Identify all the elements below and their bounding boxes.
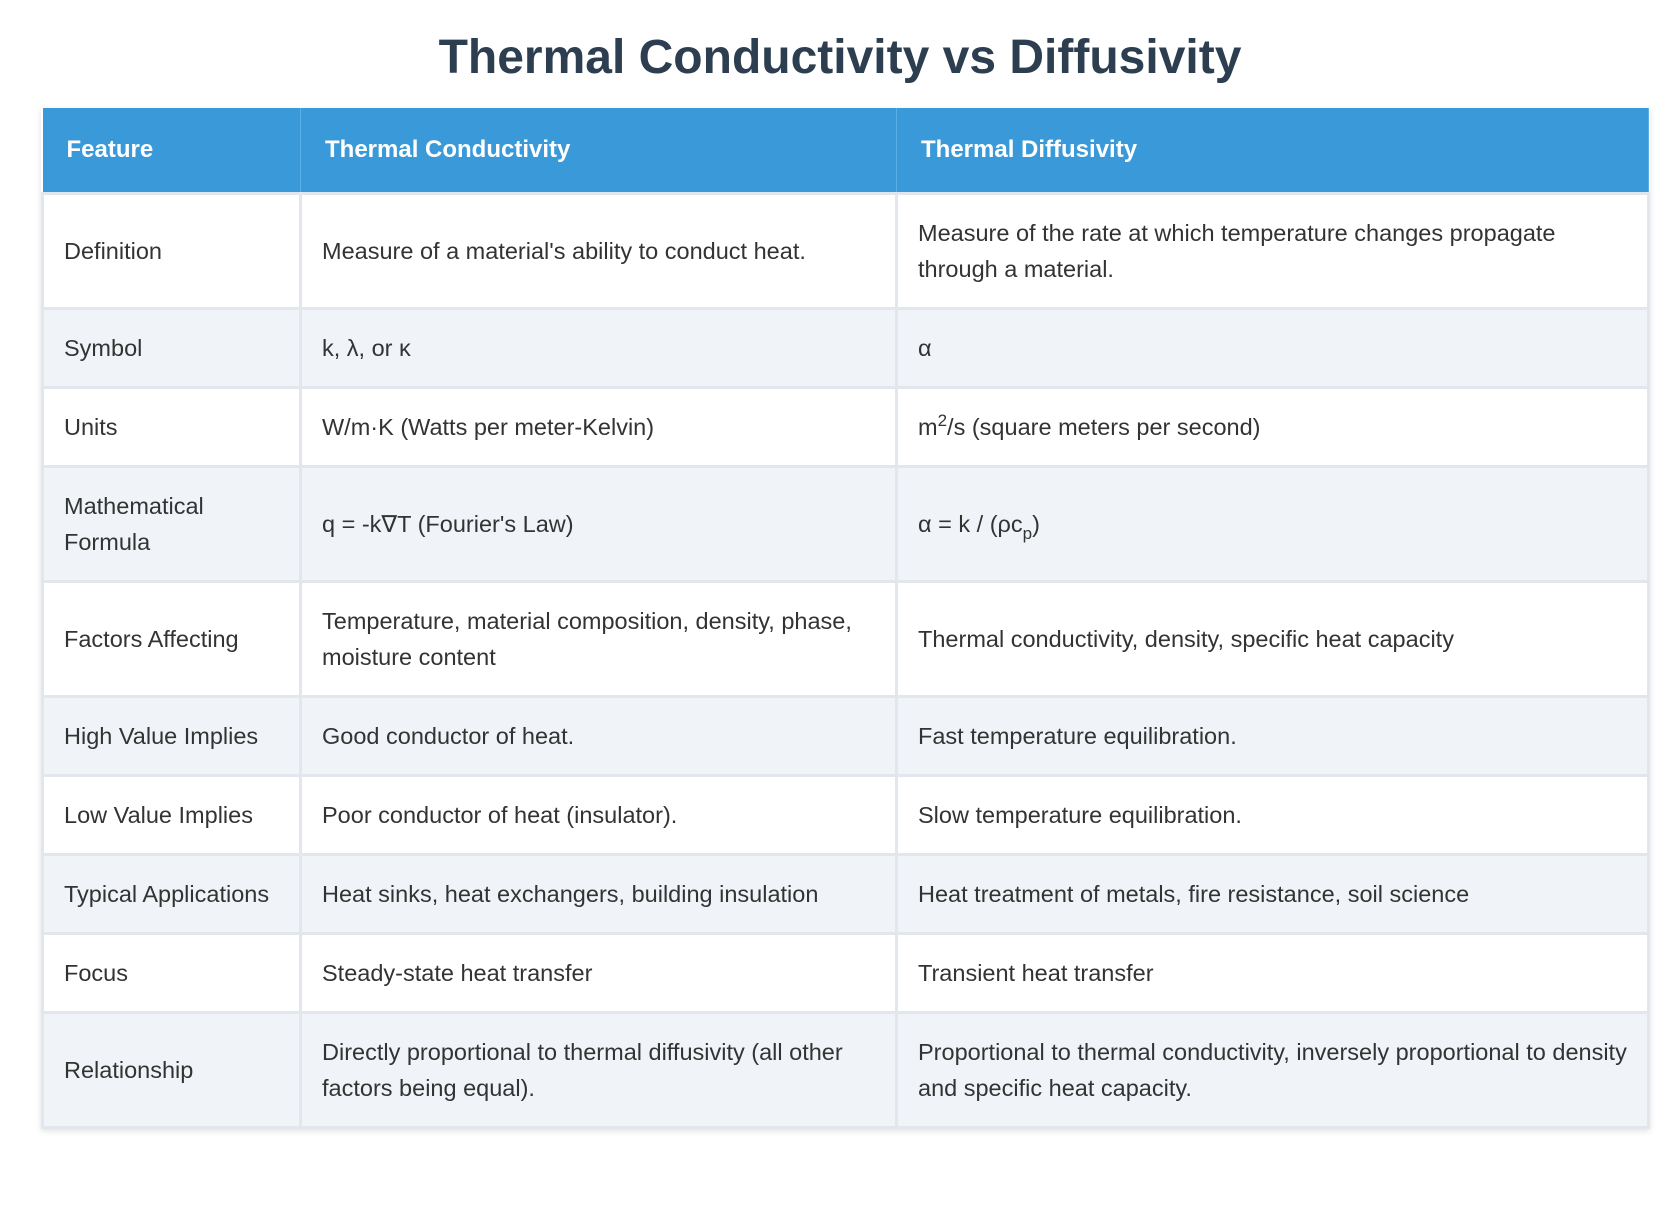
table-cell: Good conductor of heat. — [299, 695, 898, 777]
table-cell: Typical Applications — [41, 853, 302, 935]
table-cell: Focus — [41, 932, 302, 1014]
table-cell: Definition — [41, 192, 302, 310]
table-cell: Thermal conductivity, density, specific … — [895, 580, 1650, 698]
cell-text: m — [918, 414, 938, 440]
table-cell: Directly proportional to thermal diffusi… — [299, 1011, 898, 1129]
table-cell: Factors Affecting — [41, 580, 302, 698]
table-row: Focus Steady-state heat transfer Transient… — [41, 932, 1650, 1014]
cell-text: 2 — [937, 411, 948, 430]
table-row: Mathematical Formula q = -k∇T (Fourier's … — [41, 465, 1650, 583]
table-cell: Temperature, material composition, densi… — [299, 580, 898, 698]
table-cell: Measure of the rate at which temperature… — [895, 192, 1650, 310]
table-cell: High Value Implies — [41, 695, 302, 777]
table-cell: Proportional to thermal conductivity, in… — [895, 1011, 1650, 1129]
table-row: Typical Applications Heat sinks, heat exc… — [41, 853, 1650, 935]
table-cell: Steady-state heat transfer — [299, 932, 898, 1014]
table-cell: α — [895, 307, 1650, 389]
page-title: Thermal Conductivity vs Diffusivity — [438, 31, 1242, 84]
table-row: High Value Implies Good conductor of heat… — [41, 695, 1650, 777]
table-cell: Fast temperature equilibration. — [895, 695, 1650, 777]
table-cell: Symbol — [41, 307, 302, 389]
table-row: Units W/m·K (Watts per meter-Kelvin) m2/s … — [41, 386, 1650, 468]
header-cell: Feature — [42, 108, 301, 194]
table-cell: Transient heat transfer — [895, 932, 1650, 1014]
table-cell: Units — [41, 386, 302, 468]
cell-text: α = k / (ρc — [918, 511, 1023, 537]
table-row: Low Value Implies Poor conductor of heat … — [41, 774, 1650, 856]
comparison-table: Feature Thermal Conductivity Thermal Diffu… — [41, 108, 1650, 1129]
table-cell: Slow temperature equilibration. — [895, 774, 1650, 856]
table-row: Factors Affecting Temperature, material c… — [41, 580, 1650, 698]
header-cell: Thermal Diffusivity — [896, 108, 1649, 194]
table-cell: Measure of a material's ability to condu… — [299, 192, 898, 310]
cell-text: p — [1022, 524, 1033, 543]
header-cell: Thermal Conductivity — [300, 108, 897, 194]
table-cell: Poor conductor of heat (insulator). — [299, 774, 898, 856]
table-cell: Mathematical Formula — [41, 465, 302, 583]
table-cell: W/m·K (Watts per meter-Kelvin) — [299, 386, 898, 468]
table-cell: q = -k∇T (Fourier's Law) — [299, 465, 898, 583]
cell-text: ) — [1032, 511, 1040, 537]
table-cell: Low Value Implies — [41, 774, 302, 856]
table-row: Relationship Directly proportional to the… — [41, 1011, 1650, 1129]
table-cell: m2/s (square meters per second) — [895, 386, 1650, 468]
table-cell: Heat treatment of metals, fire resistanc… — [895, 853, 1650, 935]
table-row: Definition Measure of a material's abilit… — [41, 192, 1650, 310]
table-cell: k, λ, or κ — [299, 307, 898, 389]
table-cell: Heat sinks, heat exchangers, building in… — [299, 853, 898, 935]
cell-text: /s (square meters per second) — [947, 414, 1261, 440]
table-cell: Relationship — [41, 1011, 302, 1129]
header-row: Feature Thermal Conductivity Thermal Diffu… — [42, 108, 1649, 194]
table-cell: α = k / (ρcp) — [895, 465, 1650, 583]
